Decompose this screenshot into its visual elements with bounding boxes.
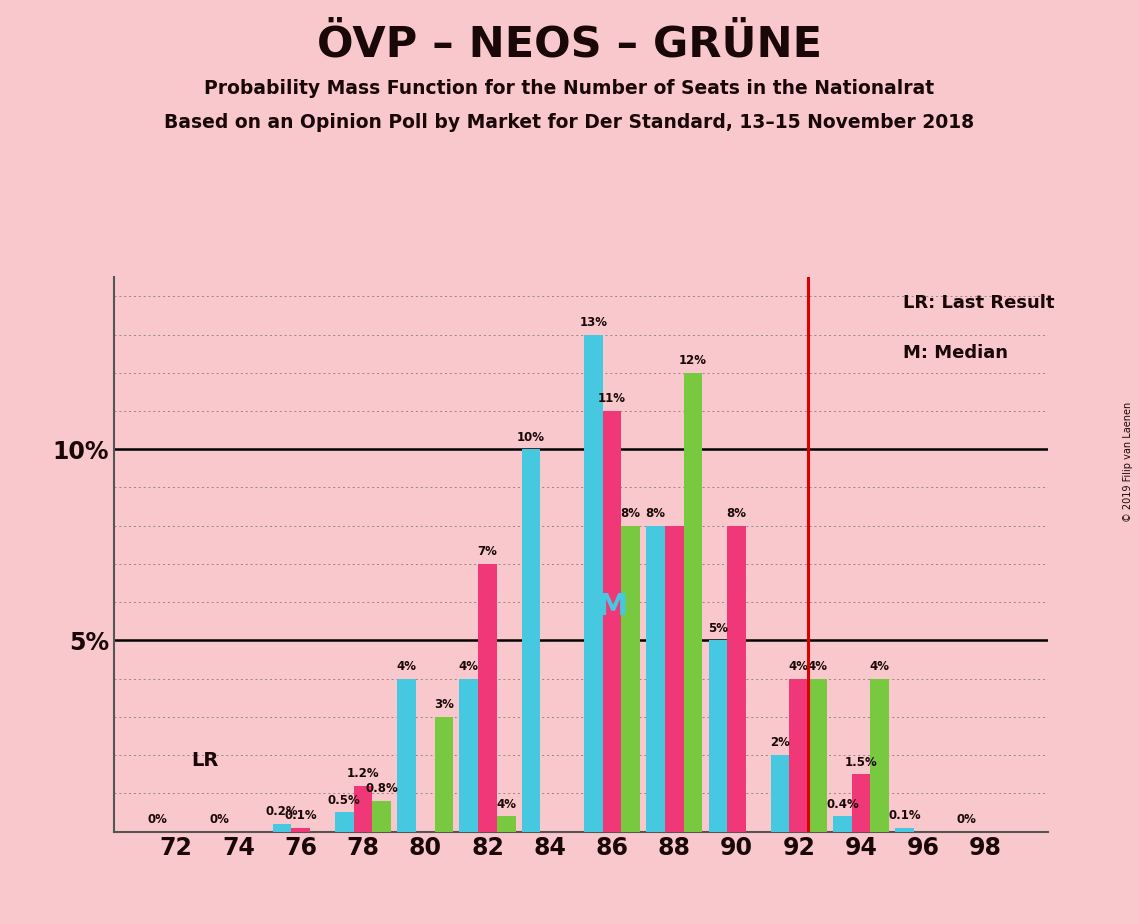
Text: LR: Last Result: LR: Last Result [903, 294, 1055, 311]
Bar [584, 334, 603, 832]
Text: 12%: 12% [679, 354, 707, 367]
Bar [771, 755, 789, 832]
Bar [292, 828, 310, 832]
Text: M: M [597, 592, 628, 621]
Text: 0%: 0% [148, 813, 167, 826]
Bar [497, 816, 516, 832]
Text: 11%: 11% [598, 393, 626, 406]
Bar [372, 801, 391, 832]
Text: 0.4%: 0.4% [826, 797, 859, 810]
Text: 13%: 13% [580, 316, 607, 329]
Text: 4%: 4% [497, 797, 516, 810]
Bar [459, 678, 478, 832]
Bar [435, 717, 453, 832]
Bar [727, 526, 746, 832]
Bar [622, 526, 640, 832]
Text: 7%: 7% [477, 545, 498, 558]
Text: © 2019 Filip van Laenen: © 2019 Filip van Laenen [1123, 402, 1133, 522]
Bar [398, 678, 416, 832]
Text: 2%: 2% [770, 736, 790, 749]
Text: 0%: 0% [957, 813, 977, 826]
Text: ÖVP – NEOS – GRÜNE: ÖVP – NEOS – GRÜNE [317, 23, 822, 65]
Text: 0.8%: 0.8% [366, 783, 398, 796]
Bar [335, 812, 353, 832]
Text: M: Median: M: Median [903, 344, 1008, 361]
Bar [833, 816, 852, 832]
Text: 3%: 3% [434, 699, 453, 711]
Text: 4%: 4% [789, 660, 809, 673]
Bar [522, 449, 540, 832]
Text: Based on an Opinion Poll by Market for Der Standard, 13–15 November 2018: Based on an Opinion Poll by Market for D… [164, 113, 975, 132]
Text: 0.5%: 0.5% [328, 794, 361, 807]
Text: 1.2%: 1.2% [346, 767, 379, 780]
Bar [646, 526, 665, 832]
Text: 0%: 0% [210, 813, 230, 826]
Text: 4%: 4% [459, 660, 478, 673]
Bar [272, 824, 292, 832]
Text: 0.1%: 0.1% [285, 809, 317, 822]
Bar [852, 774, 870, 832]
Text: 4%: 4% [808, 660, 828, 673]
Bar [603, 411, 622, 832]
Bar [683, 372, 703, 832]
Text: 0.1%: 0.1% [888, 809, 921, 822]
Text: 10%: 10% [517, 431, 546, 444]
Text: 4%: 4% [870, 660, 890, 673]
Bar [895, 828, 913, 832]
Text: 8%: 8% [646, 507, 665, 520]
Bar [353, 785, 372, 832]
Bar [708, 640, 727, 832]
Text: 1.5%: 1.5% [845, 756, 877, 769]
Bar [809, 678, 827, 832]
Bar [478, 564, 497, 832]
Text: 5%: 5% [707, 622, 728, 635]
Bar [665, 526, 683, 832]
Text: 8%: 8% [727, 507, 746, 520]
Bar [789, 678, 809, 832]
Text: 0.2%: 0.2% [265, 805, 298, 819]
Bar [870, 678, 890, 832]
Text: LR: LR [191, 751, 219, 771]
Text: 8%: 8% [621, 507, 641, 520]
Text: 4%: 4% [396, 660, 417, 673]
Text: Probability Mass Function for the Number of Seats in the Nationalrat: Probability Mass Function for the Number… [204, 79, 935, 98]
